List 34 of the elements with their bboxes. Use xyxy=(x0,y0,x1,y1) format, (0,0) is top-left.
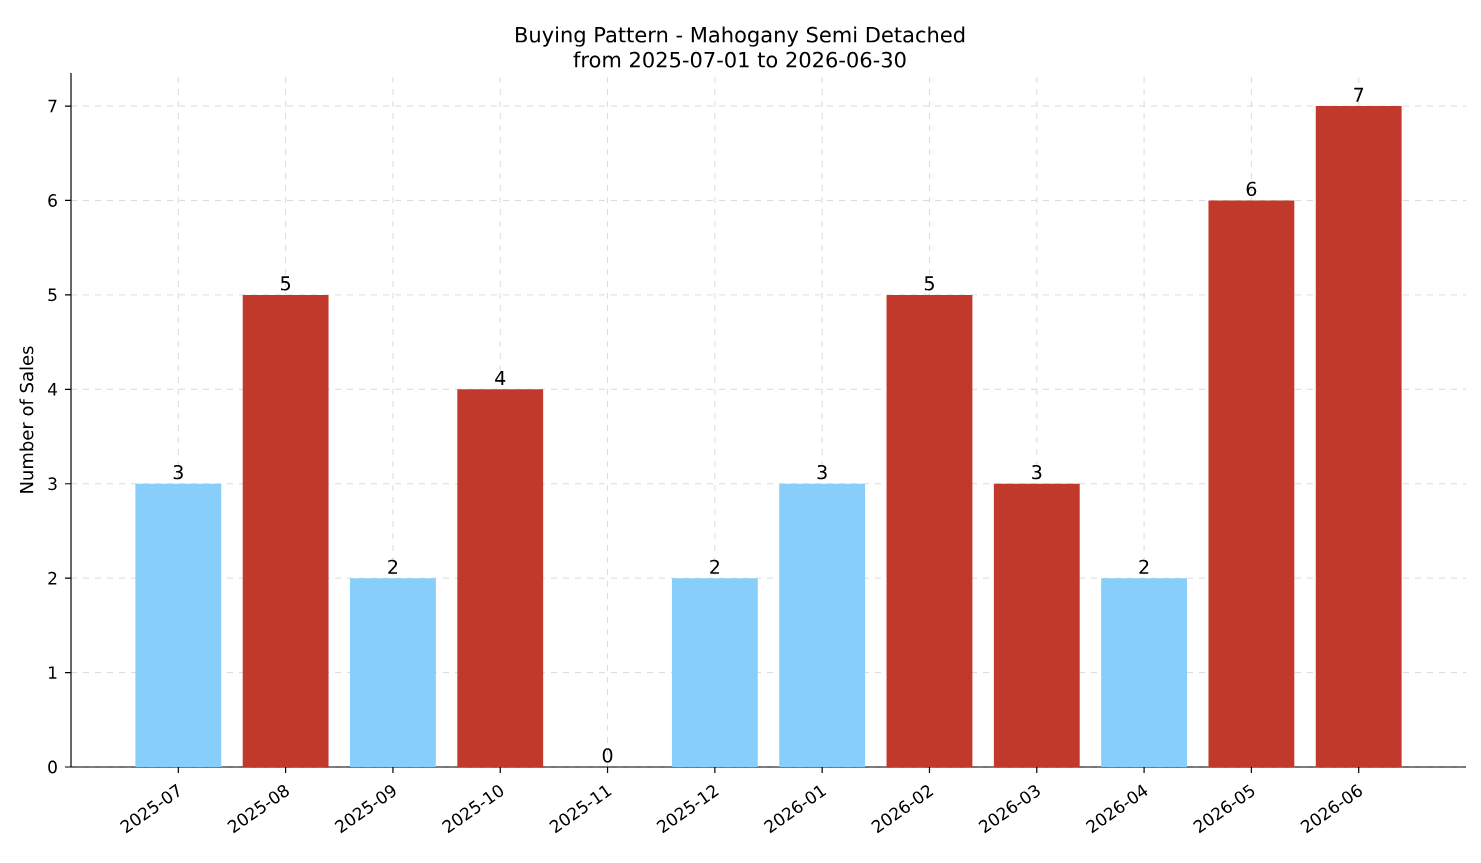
bar xyxy=(779,483,866,767)
data-label: 7 xyxy=(1354,87,1364,102)
bar xyxy=(457,389,544,767)
y-tick-label: 3 xyxy=(48,477,57,491)
data-label: 6 xyxy=(1246,181,1257,197)
bar xyxy=(1315,106,1402,767)
chart-subtitle: from 2025-07-01 to 2026-06-30 xyxy=(573,51,906,68)
data-label: 3 xyxy=(817,464,827,480)
bar xyxy=(242,294,329,767)
data-label: 4 xyxy=(495,371,506,385)
y-tick-label: 1 xyxy=(49,666,57,679)
data-label: 2 xyxy=(388,559,398,574)
bar xyxy=(1208,200,1295,767)
data-label: 2 xyxy=(1139,559,1149,574)
bar xyxy=(886,294,973,767)
y-tick-label: 2 xyxy=(48,571,57,585)
y-tick-label: 5 xyxy=(48,288,57,302)
chart-title: Buying Pattern - Mahogany Semi Detached xyxy=(516,26,965,47)
data-label: 0 xyxy=(602,748,613,763)
data-label: 2 xyxy=(710,559,720,574)
data-label: 5 xyxy=(281,276,291,291)
data-label: 3 xyxy=(1032,464,1042,480)
y-tick-label: 7 xyxy=(48,99,57,113)
bar xyxy=(993,483,1080,767)
data-label: 3 xyxy=(173,464,183,480)
bar xyxy=(1101,578,1188,767)
data-label: 5 xyxy=(924,276,934,291)
y-tick-label: 6 xyxy=(48,194,57,207)
y-axis-title: Number of Sales xyxy=(19,346,34,493)
y-tick-label: 0 xyxy=(48,760,57,774)
y-tick-label: 4 xyxy=(47,383,57,396)
bar xyxy=(135,483,222,767)
bar xyxy=(671,578,758,767)
bar xyxy=(350,578,436,767)
